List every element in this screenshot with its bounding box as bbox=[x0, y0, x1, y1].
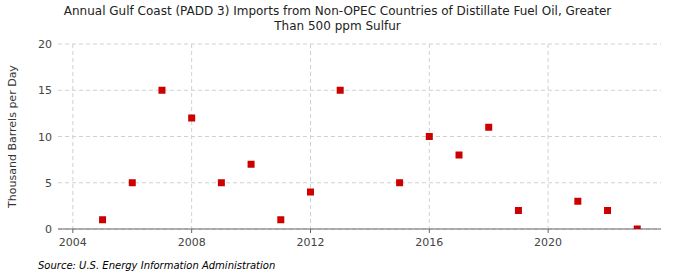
scatter-point bbox=[248, 161, 255, 168]
y-tick-label: 20 bbox=[38, 38, 52, 51]
x-tick-label: 2012 bbox=[296, 236, 324, 249]
x-tick-label: 2004 bbox=[59, 236, 87, 249]
chart-svg: Annual Gulf Coast (PADD 3) Imports from … bbox=[0, 0, 675, 275]
scatter-point bbox=[515, 207, 522, 214]
x-tick bbox=[191, 229, 192, 233]
y-tick-label: 5 bbox=[45, 177, 52, 190]
scatter-point bbox=[396, 179, 403, 186]
y-grid-line bbox=[58, 229, 661, 230]
scatter-point bbox=[129, 179, 136, 186]
scatter-point bbox=[634, 226, 641, 230]
y-axis-label: Thousand Barrels per Day bbox=[6, 65, 19, 209]
y-grid-line bbox=[58, 182, 661, 183]
x-tick-label: 2016 bbox=[415, 236, 443, 249]
x-axis-line bbox=[58, 229, 661, 230]
title-line: Annual Gulf Coast (PADD 3) Imports from … bbox=[64, 4, 612, 18]
x-grid-line bbox=[72, 44, 73, 229]
x-tick-label: 2008 bbox=[178, 236, 206, 249]
x-tick bbox=[429, 229, 430, 233]
scatter-point bbox=[337, 87, 344, 94]
scatter-point bbox=[188, 115, 195, 122]
x-tick bbox=[548, 229, 549, 233]
x-tick bbox=[310, 229, 311, 233]
grid bbox=[58, 44, 661, 229]
title-line: Than 500 ppm Sulfur bbox=[273, 19, 401, 33]
chart-title: Annual Gulf Coast (PADD 3) Imports from … bbox=[64, 4, 612, 33]
y-grid-line bbox=[58, 44, 661, 45]
chart-container: Annual Gulf Coast (PADD 3) Imports from … bbox=[0, 0, 675, 275]
scatter-point bbox=[218, 179, 225, 186]
source-note: Source: U.S. Energy Information Administ… bbox=[38, 260, 275, 271]
scatter-point bbox=[456, 152, 463, 159]
x-tick bbox=[72, 229, 73, 233]
y-tick-label: 15 bbox=[38, 84, 52, 97]
scatter-point bbox=[158, 87, 165, 94]
scatter-point bbox=[426, 133, 433, 140]
x-grid-line bbox=[191, 44, 192, 229]
x-grid-line bbox=[310, 44, 311, 229]
y-tick-label: 10 bbox=[38, 131, 52, 144]
y-tick-label: 0 bbox=[45, 223, 52, 236]
x-grid-line bbox=[548, 44, 549, 229]
y-grid-line bbox=[58, 90, 661, 91]
scatter-point bbox=[485, 124, 492, 131]
x-tick-label: 2020 bbox=[534, 236, 562, 249]
scatter-point bbox=[574, 198, 581, 205]
scatter-point bbox=[604, 207, 611, 214]
scatter-point bbox=[99, 216, 106, 223]
scatter-point bbox=[277, 216, 284, 223]
points bbox=[99, 87, 641, 229]
y-grid-line bbox=[58, 136, 661, 137]
scatter-point bbox=[307, 189, 314, 196]
